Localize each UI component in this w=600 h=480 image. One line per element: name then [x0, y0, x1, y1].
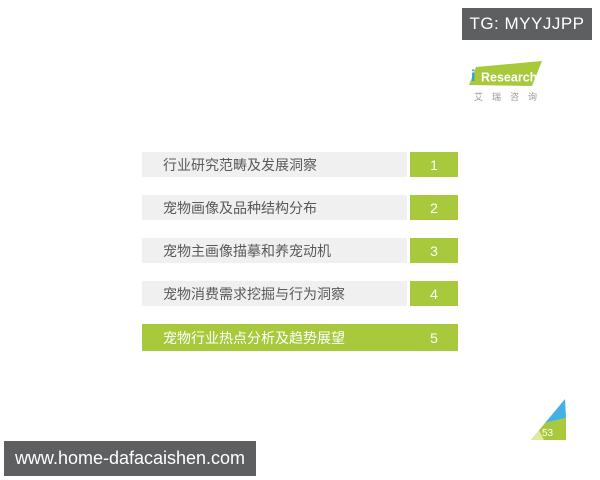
- iresearch-logo-icon: i Research: [469, 61, 542, 86]
- toc-item-number: 3: [410, 238, 458, 263]
- toc-item-3[interactable]: 宠物主画像描摹和养宠动机 3: [142, 238, 458, 263]
- page-corner-marker: 53: [531, 398, 569, 443]
- toc-item-label: 宠物消费需求挖掘与行为洞察: [142, 281, 407, 306]
- toc-item-number: 2: [410, 195, 458, 220]
- logo-letter-i: i: [471, 68, 475, 85]
- url-watermark-text: www.home-dafacaishen.com: [14, 448, 246, 468]
- toc-item-5-active[interactable]: 宠物行业热点分析及趋势展望 5: [142, 324, 458, 351]
- toc-item-label: 宠物主画像描摹和养宠动机: [142, 238, 407, 263]
- toc-item-label: 宠物行业热点分析及趋势展望: [142, 324, 410, 351]
- logo-chinese-name: 艾瑞咨询: [474, 92, 547, 102]
- toc-item-2[interactable]: 宠物画像及品种结构分布 2: [142, 195, 458, 220]
- tg-watermark-label: TG: MYYJJPP: [469, 14, 585, 33]
- table-of-contents: 行业研究范畴及发展洞察 1 宠物画像及品种结构分布 2 宠物主画像描摹和养宠动机…: [142, 152, 458, 351]
- toc-item-number: 4: [410, 281, 458, 306]
- toc-item-number: 5: [410, 324, 458, 351]
- toc-item-label: 宠物画像及品种结构分布: [142, 195, 407, 220]
- page-number: 53: [542, 428, 554, 439]
- tg-watermark-badge: TG: MYYJJPP: [462, 8, 592, 40]
- corner-sail-icon: 53: [531, 399, 566, 440]
- toc-item-1[interactable]: 行业研究范畴及发展洞察 1: [142, 152, 458, 177]
- toc-item-4[interactable]: 宠物消费需求挖掘与行为洞察 4: [142, 281, 458, 306]
- logo-wordmark: Research: [481, 71, 537, 85]
- iresearch-logo: i Research 艾瑞咨询: [462, 60, 558, 106]
- toc-item-label: 行业研究范畴及发展洞察: [142, 152, 407, 177]
- toc-item-number: 1: [410, 152, 458, 177]
- url-watermark: www.home-dafacaishen.com: [4, 441, 256, 476]
